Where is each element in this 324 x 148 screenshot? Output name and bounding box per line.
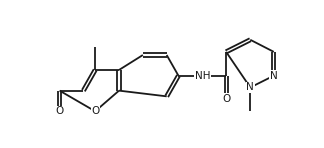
Text: N: N — [247, 82, 254, 92]
Text: O: O — [55, 106, 64, 116]
Text: N: N — [270, 71, 278, 81]
Text: NH: NH — [194, 71, 210, 81]
Text: O: O — [91, 106, 99, 116]
Text: O: O — [222, 94, 230, 104]
